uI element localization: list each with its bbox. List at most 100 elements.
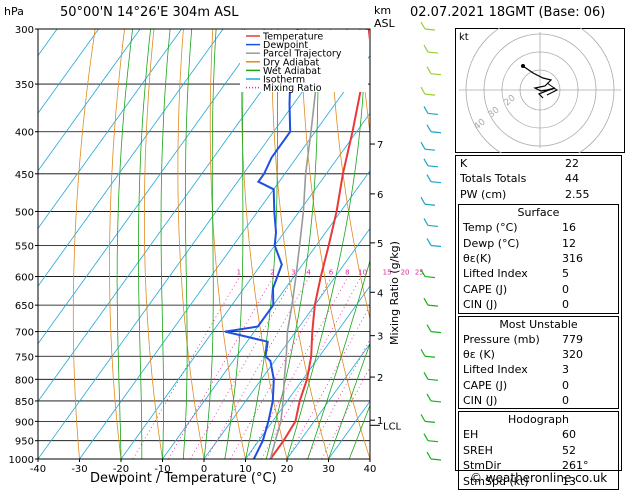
index-label: CIN (J)	[463, 297, 497, 312]
mixing-ratio-line	[207, 277, 310, 459]
dry-adiabat-line	[360, 29, 453, 459]
mixing-ratio-label: 6	[329, 269, 334, 277]
wind-barb	[431, 332, 441, 333]
wet-adiabat-line	[161, 29, 170, 459]
index-label: Lifted Index	[463, 266, 528, 281]
pressure-tick-label: 850	[15, 397, 34, 408]
section-title: Most Unstable	[459, 317, 618, 332]
wind-barb	[428, 52, 438, 53]
wind-barb	[424, 159, 428, 166]
isotherm-line	[0, 29, 306, 459]
surface-section: Surface Temp (°C)16 Dewp (°C)12 θε(K)316…	[458, 204, 619, 313]
section-title: Surface	[459, 205, 618, 220]
index-label: θε (K)	[463, 347, 495, 362]
mixing-ratio-label: 3	[291, 269, 295, 277]
index-label: CIN (J)	[463, 393, 497, 408]
index-value: 316	[562, 251, 596, 266]
index-label: EH	[463, 427, 478, 442]
index-value: 60	[562, 427, 596, 442]
index-value: 12	[562, 236, 596, 251]
wind-barb	[431, 132, 441, 133]
pressure-tick-label: 350	[15, 80, 34, 91]
mixing-ratio-label: 20	[401, 269, 410, 277]
mixing-ratio-label: 8	[345, 269, 349, 277]
pressure-tick-label: 800	[15, 375, 34, 386]
wind-barb	[428, 225, 438, 226]
wind-barb	[427, 394, 431, 401]
wind-barb	[425, 149, 435, 150]
index-label: PW (cm)	[460, 187, 506, 202]
wind-barb	[431, 459, 441, 460]
index-value: 0	[562, 393, 596, 408]
dry-adiabat-line	[144, 29, 162, 459]
temperature-tick-label: -40	[30, 464, 46, 475]
wind-barb	[431, 401, 441, 402]
index-value: 0	[562, 378, 596, 393]
section-title: Hodograph	[459, 412, 618, 427]
wind-barb	[425, 29, 435, 30]
index-label: θε(K)	[463, 251, 491, 266]
index-value: 779	[562, 332, 596, 347]
wind-barb	[425, 356, 435, 357]
index-label: SREH	[463, 443, 493, 458]
hodograph-unit-label: kt	[459, 32, 469, 43]
index-value: 44	[565, 171, 599, 186]
wind-barb	[421, 349, 425, 356]
dry-adiabat-line	[178, 29, 204, 459]
lcl-label: LCL	[383, 421, 402, 432]
index-value: 22	[565, 156, 599, 171]
index-value: 52	[562, 443, 596, 458]
x-axis-title: Dewpoint / Temperature (°C)	[90, 471, 277, 486]
wind-barb	[424, 298, 428, 305]
wind-barb	[428, 166, 438, 167]
isotherm-line	[0, 29, 265, 459]
wind-barb	[421, 197, 425, 204]
km-tick-label: 4	[377, 288, 383, 299]
hodograph: kt 40 30 20	[455, 28, 625, 153]
index-value: 0	[562, 282, 596, 297]
wet-adiabat-line	[183, 29, 191, 459]
wet-adiabat-line	[117, 29, 133, 459]
index-value: 16	[562, 220, 596, 235]
wind-barb	[421, 22, 425, 29]
pressure-tick-label: 600	[15, 273, 34, 284]
wind-barb	[424, 372, 428, 379]
pressure-tick-label: 400	[15, 128, 34, 139]
km-tick-label: 3	[377, 332, 383, 343]
wind-barb	[427, 325, 431, 332]
pressure-tick-label: 700	[15, 328, 34, 339]
km-tick-label: 5	[377, 239, 383, 250]
pressure-tick-label: 500	[15, 207, 34, 218]
wind-barb	[424, 218, 428, 225]
pressure-tick-label: 900	[15, 417, 34, 428]
wind-barb	[427, 238, 431, 245]
temperature-tick-label: 20	[281, 464, 294, 475]
mixing-ratio-line	[288, 277, 386, 459]
mixing-ratio-label: 10	[358, 269, 367, 277]
temperature-tick-label: -30	[71, 464, 87, 475]
pressure-tick-label: 650	[15, 301, 34, 312]
wind-barb	[424, 106, 428, 113]
wind-barb	[427, 125, 431, 132]
wind-barb	[425, 277, 435, 278]
copyright-text: © weatheronline.co.uk	[470, 471, 607, 485]
km-tick-label: 2	[377, 373, 383, 384]
index-value: 0	[562, 297, 596, 312]
km-tick-label: 7	[377, 140, 383, 151]
index-label: K	[460, 156, 467, 171]
wind-barb	[425, 421, 435, 422]
wind-barb	[421, 87, 425, 94]
index-label: CAPE (J)	[463, 282, 507, 297]
pressure-tick-label: 550	[15, 241, 34, 252]
wind-barb	[431, 245, 441, 246]
index-label: Pressure (mb)	[463, 332, 540, 347]
dry-adiabat-line	[625, 29, 629, 459]
index-value: 2.55	[565, 187, 599, 202]
wind-barb	[428, 305, 438, 306]
wind-barb	[427, 452, 431, 459]
index-label: Dewp (°C)	[463, 236, 519, 251]
legend-entry: Mixing Ratio	[263, 83, 322, 94]
index-label: Lifted Index	[463, 362, 528, 377]
index-value: 3	[562, 362, 596, 377]
